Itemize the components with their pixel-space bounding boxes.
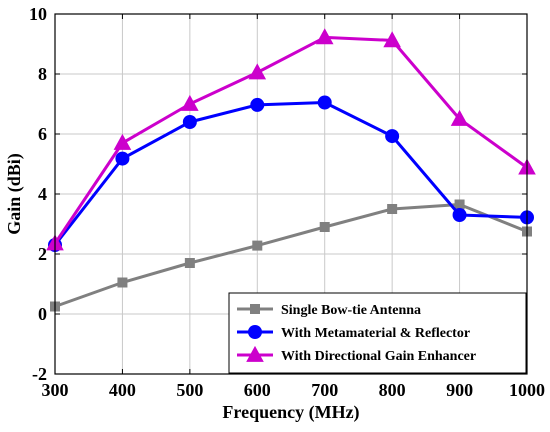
legend-marker	[250, 304, 260, 314]
data-point	[113, 133, 132, 150]
data-point	[317, 95, 332, 110]
x-tick-label: 700	[311, 380, 338, 400]
data-point	[450, 109, 469, 126]
legend: Single Bow-tie Antenna With Metamaterial …	[228, 292, 527, 374]
legend-item: With Metamaterial & Reflector	[237, 325, 470, 341]
series-line	[54, 203, 528, 308]
legend-label: With Metamaterial & Reflector	[281, 326, 470, 341]
x-tick-label: 600	[244, 380, 271, 400]
y-tick-label: 8	[38, 64, 47, 84]
y-axis-title: Gain (dBi)	[4, 153, 25, 235]
legend-item: With Directional Gain Enhancer	[237, 345, 476, 364]
y-tick-label: 2	[38, 244, 47, 264]
data-point	[181, 94, 199, 111]
series-line	[53, 101, 528, 246]
data-point	[452, 208, 467, 222]
data-point	[248, 63, 267, 80]
x-tick-label: 400	[109, 380, 136, 400]
y-tick-label: -2	[32, 364, 47, 384]
y-tick-label: 0	[38, 304, 47, 324]
series-line	[53, 35, 528, 245]
legend-item: Single Bow-tie Antenna	[237, 303, 421, 318]
data-point	[387, 204, 398, 214]
data-point	[319, 222, 330, 232]
y-tick-label: 4	[38, 184, 47, 204]
legend-marker	[246, 345, 264, 362]
x-tick-label: 900	[446, 380, 473, 400]
x-tick-label: 500	[176, 380, 203, 400]
x-tick-label: 300	[42, 380, 69, 400]
axis-ticks: 300 400 500 600 700 800 900 1000 -2 0 2 4 6 8 10	[29, 4, 545, 400]
y-tick-label: 10	[29, 4, 47, 24]
data-point	[454, 199, 465, 210]
data-point	[252, 240, 263, 251]
data-point	[385, 129, 400, 144]
data-point	[383, 31, 401, 48]
x-tick-label: 800	[379, 380, 406, 400]
series-with-metamaterial-reflector	[48, 95, 534, 252]
data-point	[182, 115, 197, 129]
data-point	[250, 97, 265, 112]
y-tick-label: 6	[38, 124, 47, 144]
legend-label: Single Bow-tie Antenna	[281, 303, 421, 318]
legend-label: With Directional Gain Enhancer	[281, 349, 476, 364]
legend-box	[228, 292, 527, 374]
x-axis-title: Frequency (MHz)	[222, 402, 359, 423]
series-layer	[46, 28, 536, 312]
grid-lines	[54, 13, 528, 375]
legend-marker	[248, 325, 262, 339]
data-point	[115, 151, 130, 166]
data-point	[117, 277, 128, 288]
data-point	[184, 258, 195, 268]
x-tick-label: 1000	[509, 380, 545, 400]
data-point	[315, 28, 334, 45]
